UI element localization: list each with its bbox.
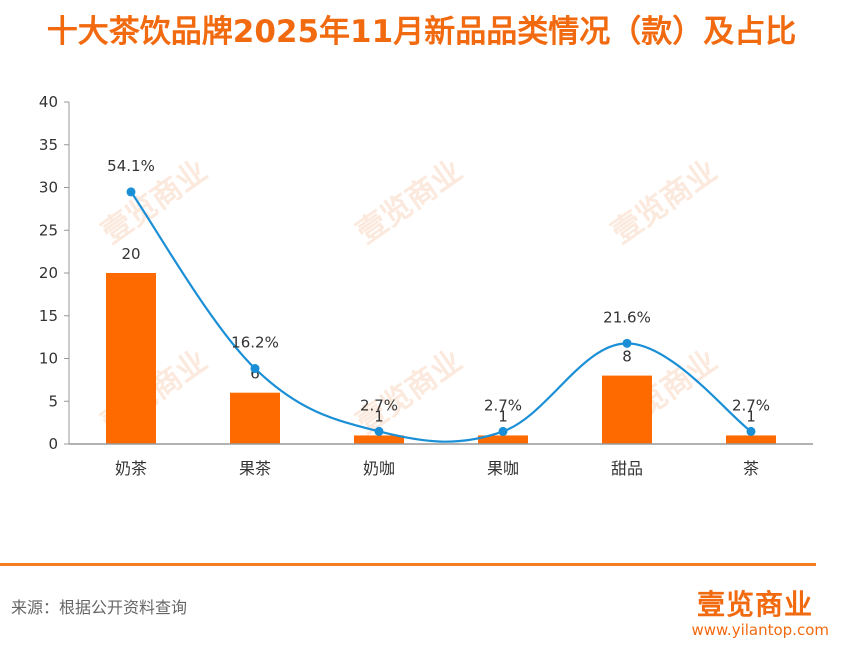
line-point-2 — [374, 426, 384, 436]
bar-3 — [478, 435, 528, 444]
line-label-1: 16.2% — [231, 334, 279, 352]
bar-label-5: 1 — [746, 407, 756, 425]
bar-5 — [726, 435, 776, 444]
line-label-5: 2.7% — [732, 396, 770, 414]
y-tick-label-8: 40 — [39, 93, 58, 111]
bar-label-3: 1 — [498, 407, 508, 425]
x-axis: 奶茶 果茶 奶咖 果咖 甜品 茶 — [69, 443, 813, 478]
line-point-4 — [622, 338, 632, 348]
watermark-4: 壹览商业 — [350, 343, 468, 440]
chart-svg: 壹览商业壹览商业壹览商业壹览商业壹览商业壹览商业 051015202530354… — [39, 93, 813, 478]
x-tick-label-2: 奶咖 — [363, 459, 395, 478]
line-path — [130, 191, 752, 443]
y-tick-label-6: 30 — [39, 179, 58, 197]
x-tick-label-1: 果茶 — [239, 459, 271, 478]
line-series: 54.1% 16.2% 2.7% 2.7% 21.6% 2.7% — [107, 157, 770, 443]
y-tick-label-4: 20 — [39, 264, 58, 282]
line-point-5 — [746, 426, 756, 436]
x-tick-label-5: 茶 — [743, 459, 759, 478]
y-axis: 0 5 10 15 20 25 30 35 40 — [39, 93, 70, 453]
line-label-2: 2.7% — [360, 396, 398, 414]
brand-logo: 壹览商业 — [696, 588, 813, 621]
line-label-3: 2.7% — [484, 396, 522, 414]
bar-label-1: 6 — [250, 365, 260, 383]
chart-title: 十大茶饮品牌2025年11月新品品类情况（款）及占比 — [46, 14, 797, 50]
watermark-2: 壹览商业 — [605, 153, 723, 250]
bar-2 — [354, 435, 404, 444]
line-label-0: 54.1% — [107, 157, 155, 175]
bar-label-0: 20 — [121, 245, 140, 263]
bar-series: 20 6 1 1 8 1 — [106, 245, 776, 444]
y-tick-label-2: 10 — [39, 350, 58, 368]
y-tick-label-7: 35 — [39, 136, 58, 154]
line-point-1 — [250, 364, 260, 374]
bar-4 — [602, 375, 652, 444]
y-tick-label-5: 25 — [39, 221, 58, 239]
x-tick-label-0: 奶茶 — [115, 459, 147, 478]
x-tick-label-3: 果咖 — [487, 459, 519, 478]
bar-0 — [106, 273, 156, 444]
y-tick-label-3: 15 — [39, 307, 58, 325]
x-tick-label-4: 甜品 — [611, 459, 643, 478]
source-note: 来源：根据公开资料查询 — [11, 598, 188, 617]
footer-divider — [0, 563, 816, 566]
y-tick-label-0: 0 — [48, 435, 58, 453]
bar-1 — [230, 392, 280, 444]
line-point-0 — [126, 187, 136, 197]
bar-label-4: 8 — [622, 348, 632, 366]
y-tick-label-1: 5 — [48, 392, 58, 410]
brand-url: www.yilantop.com — [691, 621, 830, 639]
bar-label-2: 1 — [374, 407, 384, 425]
line-point-3 — [498, 426, 508, 436]
line-label-4: 21.6% — [603, 308, 651, 326]
watermark-1: 壹览商业 — [350, 153, 468, 250]
